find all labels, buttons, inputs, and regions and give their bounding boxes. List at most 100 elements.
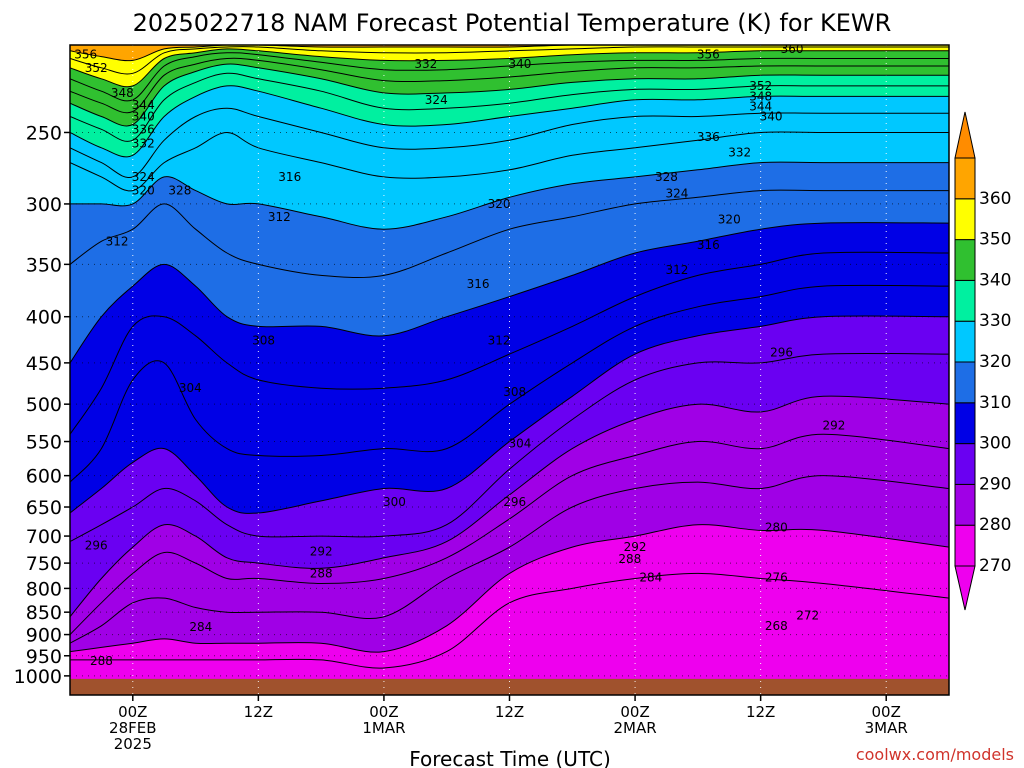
ytick-label-650: 650	[26, 497, 62, 519]
ytick-label-450: 450	[26, 353, 62, 375]
colorbar-label-350: 350	[979, 230, 1011, 250]
colorbar-label-360: 360	[979, 189, 1011, 209]
xtick-label-6-2: 2025	[114, 735, 152, 753]
xtick-label-6-1: 28FEB	[109, 719, 156, 737]
contour-336	[70, 72, 949, 142]
colorbar-label-340: 340	[979, 270, 1011, 290]
ground-surface	[70, 678, 949, 695]
contour-label-288: 288	[90, 654, 113, 668]
contour-label-324: 324	[665, 186, 688, 200]
ytick-label-400: 400	[26, 307, 62, 329]
contour-label-312: 312	[488, 333, 511, 347]
colorbar-label-280: 280	[979, 515, 1011, 535]
contour-332	[70, 85, 949, 158]
contour-296	[70, 352, 949, 543]
band-above-360	[70, 45, 949, 61]
contour-label-340: 340	[132, 109, 155, 123]
xtick-label-78-0: 00Z	[872, 703, 901, 721]
xtick-label-30-0: 00Z	[369, 703, 398, 721]
contour-label-296: 296	[503, 495, 526, 509]
contour-label-308: 308	[252, 333, 275, 347]
contour-label-324: 324	[425, 93, 448, 107]
colorbar-label-310: 310	[979, 393, 1011, 413]
colorbar-swatch-270	[954, 524, 976, 567]
colorbar-swatch-290	[954, 443, 976, 485]
contour-label-312: 312	[665, 263, 688, 277]
contour-label-328: 328	[655, 170, 678, 184]
chart-title: 2025022718 NAM Forecast Potential Temper…	[133, 9, 892, 37]
contour-label-280: 280	[765, 521, 788, 535]
contour-label-276: 276	[765, 570, 788, 584]
contour-label-316: 316	[278, 170, 301, 184]
colorbar-label-330: 330	[979, 311, 1011, 331]
ytick-label-550: 550	[26, 432, 62, 454]
contour-356	[70, 46, 949, 75]
xtick-label-42-0: 12Z	[495, 703, 524, 721]
contour-label-272: 272	[796, 608, 819, 622]
colorbar-swatch-320	[954, 320, 976, 363]
ytick-label-600: 600	[26, 466, 62, 488]
colorbar-swatch-360	[954, 157, 976, 200]
contour-312	[70, 222, 949, 364]
colorbar-swatch-330	[954, 279, 976, 322]
colorbar-swatch-300	[954, 402, 976, 445]
contour-label-352: 352	[85, 61, 108, 75]
contour-344	[70, 57, 949, 114]
contour-label-332: 332	[132, 136, 155, 150]
terrain-band	[70, 678, 949, 695]
dotted-gridlines	[70, 45, 949, 695]
ytick-label-250: 250	[26, 122, 62, 144]
x-axis-label: Forecast Time (UTC)	[409, 747, 611, 768]
contour-label-288: 288	[310, 566, 333, 580]
contour-label-300: 300	[383, 495, 406, 509]
colorbar-swatch-340	[954, 239, 976, 281]
contour-label-316: 316	[697, 238, 720, 252]
contour-280	[70, 524, 949, 653]
contour-label-340: 340	[760, 109, 783, 123]
contour-308	[70, 251, 949, 435]
contour-label-284: 284	[189, 620, 212, 634]
contour-label-336: 336	[132, 122, 155, 136]
contour-label-308: 308	[503, 385, 526, 399]
contour-label-332: 332	[414, 57, 437, 71]
band-above-344	[70, 45, 949, 113]
ytick-label-350: 350	[26, 254, 62, 276]
ytick-label-500: 500	[26, 394, 62, 416]
xtick-label-54-1: 2MAR	[613, 719, 656, 737]
contour-label-356: 356	[697, 48, 720, 62]
ytick-label-800: 800	[26, 578, 62, 600]
theta-fill-bands	[70, 45, 949, 695]
contour-304	[70, 284, 949, 483]
contour-label-340: 340	[509, 57, 532, 71]
contour-324	[70, 131, 949, 192]
contour-label-284: 284	[639, 570, 662, 584]
contour-label-292: 292	[310, 544, 333, 558]
contour-292	[70, 395, 949, 618]
contour-label-348: 348	[749, 89, 772, 103]
contour-label-344: 344	[132, 98, 155, 112]
ytick-label-900: 900	[26, 625, 62, 647]
contour-label-320: 320	[488, 197, 511, 211]
colorbar-under-arrow	[954, 565, 976, 611]
color-scale-legend: 270 280 290 300 310 320 330 340 350 360	[954, 111, 1011, 611]
colorbar-label-290: 290	[979, 474, 1011, 494]
contour-360	[70, 45, 949, 62]
xtick-label-66-0: 12Z	[746, 703, 775, 721]
xtick-label-78-1: 3MAR	[865, 719, 908, 737]
contour-label-336: 336	[697, 130, 720, 144]
contour-320	[70, 161, 949, 230]
contour-300	[70, 315, 949, 514]
contour-label-332: 332	[728, 145, 751, 159]
colorbar-label-320: 320	[979, 352, 1011, 372]
xtick-label-18-0: 12Z	[244, 703, 273, 721]
xtick-label-30-1: 1MAR	[362, 719, 405, 737]
contour-label-312: 312	[268, 210, 291, 224]
contour-label-292: 292	[624, 540, 647, 554]
contour-340	[70, 63, 949, 127]
contour-316	[70, 189, 949, 279]
contour-label-312: 312	[106, 234, 129, 248]
contour-276	[70, 572, 949, 669]
